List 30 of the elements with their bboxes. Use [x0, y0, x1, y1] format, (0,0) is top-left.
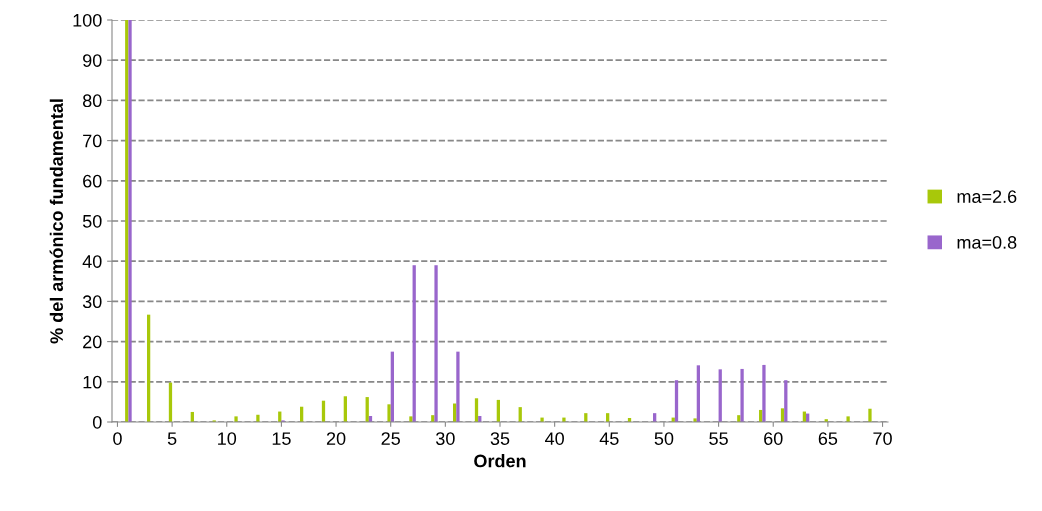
x-tick-label: 20	[326, 432, 346, 445]
x-tick-label: 5	[167, 432, 177, 445]
y-tick-label: 100	[73, 13, 102, 27]
y-tick-label: 0	[92, 415, 102, 429]
x-tick-label: 60	[764, 432, 783, 445]
y-tick-label: 10	[83, 375, 102, 389]
x-tick-label: 25	[381, 432, 400, 445]
x-tick-label: 45	[599, 432, 619, 445]
y-tick-label: 20	[83, 335, 102, 349]
x-axis-title: Orden	[474, 454, 526, 468]
y-axis-title: % del armónico fundamental	[49, 99, 64, 344]
x-tick-label: 35	[490, 432, 510, 445]
y-tick-label: 60	[83, 174, 102, 188]
x-tick-label: 70	[873, 432, 892, 445]
x-tick-label: 40	[545, 432, 564, 445]
x-tick-label: 65	[818, 432, 838, 445]
x-tick-label: 50	[654, 432, 674, 445]
y-tick-label: 40	[82, 255, 102, 268]
y-tick-label: 70	[83, 134, 102, 148]
legend-label: ma=0.8	[957, 236, 1017, 249]
x-tick-label: 0	[113, 432, 122, 445]
legend-label: ma=2.6	[957, 190, 1017, 203]
x-tick-label: 10	[218, 432, 237, 445]
y-tick-label: 50	[82, 214, 102, 228]
y-tick-label: 80	[82, 94, 102, 108]
x-tick-label: 30	[436, 432, 455, 445]
x-tick-label: 55	[709, 432, 728, 445]
y-tick-label: 90	[83, 54, 102, 67]
x-tick-label: 15	[272, 432, 291, 445]
y-tick-label: 30	[82, 295, 102, 309]
